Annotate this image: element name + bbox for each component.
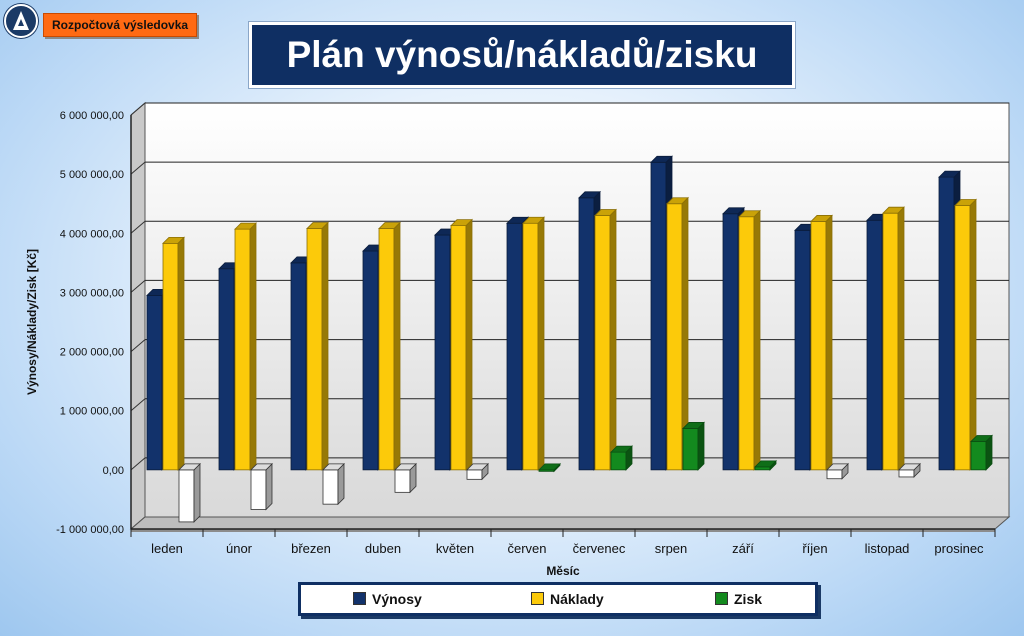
y-tick-label: 5 000 000,00 [60, 169, 124, 181]
gridline-diag [130, 161, 146, 175]
legend-label-zisk: Zisk [734, 591, 763, 607]
x-tick-label: říjen [802, 541, 827, 556]
bar-náklady-2 [306, 221, 329, 471]
y-tick-label: 4 000 000,00 [60, 228, 124, 240]
legend-swatch-vynosy [353, 592, 366, 605]
bar-náklady-5 [522, 216, 545, 471]
bar-zisk-9 [826, 462, 849, 480]
x-tick-label: únor [226, 541, 253, 556]
bar-náklady-0 [162, 236, 185, 471]
x-tick-label: listopad [865, 541, 910, 556]
gridline-diag [130, 280, 146, 293]
x-tick-label: srpen [655, 541, 688, 556]
bar-náklady-9 [810, 214, 833, 471]
bar-náklady-1 [234, 222, 257, 471]
bar-zisk-5 [538, 462, 561, 473]
x-axis-title: Měsíc [546, 564, 580, 578]
bar-zisk-11 [970, 434, 993, 471]
report-tag[interactable]: Rozpočtová výsledovka [43, 13, 198, 37]
legend-swatch-naklady [531, 592, 544, 605]
bar-zisk-0 [178, 462, 201, 523]
bar-náklady-6 [594, 208, 617, 471]
bar-náklady-8 [738, 209, 761, 471]
bar-náklady-11 [954, 198, 977, 471]
bar-zisk-6 [610, 445, 633, 471]
bar-zisk-3 [394, 462, 417, 494]
bar-zisk-4 [466, 462, 489, 481]
plot-back-wall [144, 102, 1010, 518]
x-tick-label: duben [365, 541, 401, 556]
y-tick-label: -1 000 000,00 [56, 524, 124, 536]
logo-icon [4, 4, 38, 38]
y-tick-label: 3 000 000,00 [60, 287, 124, 299]
y-tick-label: 0,00 [103, 465, 124, 477]
gridline-diag [130, 398, 146, 412]
x-tick-label: červenec [573, 541, 626, 556]
x-tick-label: prosinec [934, 541, 984, 556]
gridline-diag [130, 339, 146, 352]
x-tick-label: květen [436, 541, 474, 556]
gridline-diag [130, 457, 146, 471]
bar-náklady-4 [450, 218, 473, 471]
bar-zisk-10 [898, 462, 921, 478]
plot-side-wall [130, 101, 146, 531]
y-axis-title: Výnosy/Náklady/Zisk [Kč] [25, 249, 39, 395]
legend-label-vynosy: Výnosy [372, 591, 422, 607]
legend-item-naklady: Náklady [531, 591, 604, 607]
legend-swatch-zisk [715, 592, 728, 605]
y-tick-label: 2 000 000,00 [60, 347, 124, 359]
bar-náklady-10 [882, 206, 905, 471]
bar-zisk-7 [682, 421, 705, 471]
bar-náklady-3 [378, 221, 401, 471]
bar-zisk-1 [250, 462, 273, 511]
bar-zisk-8 [754, 459, 777, 471]
bar-zisk-2 [322, 462, 345, 506]
x-tick-label: březen [291, 541, 331, 556]
x-tick-label: září [732, 541, 754, 556]
chart-legend: Výnosy Náklady Zisk [298, 582, 818, 616]
plot-floor [129, 516, 1011, 530]
legend-item-vynosy: Výnosy [353, 591, 422, 607]
legend-item-zisk: Zisk [715, 591, 762, 607]
chart-title: Plán výnosů/nákladů/zisku [249, 22, 795, 88]
gridline-diag [130, 102, 146, 116]
y-tick-label: 1 000 000,00 [60, 406, 124, 418]
gridline-diag [130, 220, 146, 234]
y-tick-label: 6 000 000,00 [60, 110, 124, 122]
x-tick-label: leden [151, 541, 183, 556]
legend-label-naklady: Náklady [550, 591, 604, 607]
x-tick-label: červen [507, 541, 546, 556]
